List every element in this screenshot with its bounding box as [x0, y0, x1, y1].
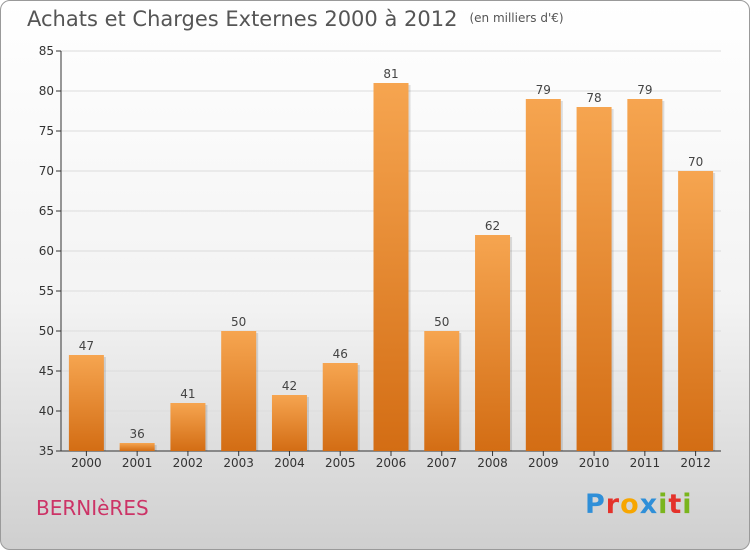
y-tick-label: 65 [39, 204, 54, 218]
x-tick-label: 2011 [630, 456, 661, 470]
y-tick-label: 55 [39, 284, 54, 298]
bar [475, 235, 511, 451]
proxiti-logo[interactable]: Proxiti [585, 489, 693, 520]
data-label: 79 [637, 83, 652, 97]
y-tick-label: 40 [39, 404, 54, 418]
data-label: 78 [586, 91, 601, 105]
bar [271, 395, 307, 451]
data-label: 46 [333, 347, 348, 361]
x-tick-label: 2002 [173, 456, 204, 470]
title-unit: (en milliers d'€) [469, 11, 564, 25]
logo-letter: i [682, 489, 693, 520]
logo-letter: t [668, 489, 683, 520]
data-label: 50 [231, 315, 246, 329]
x-tick-label: 2001 [122, 456, 153, 470]
x-tick-label: 2010 [579, 456, 610, 470]
y-tick-label: 75 [39, 124, 54, 138]
x-tick-label: 2006 [376, 456, 407, 470]
y-tick-label: 45 [39, 364, 54, 378]
bars [68, 83, 716, 451]
logo-letter: o [620, 489, 640, 520]
data-label: 41 [180, 387, 195, 401]
y-tick-label: 85 [39, 44, 54, 58]
bar [678, 171, 714, 451]
bar [373, 83, 409, 451]
chart-title: Achats et Charges Externes 2000 à 2012 (e… [27, 7, 564, 31]
town-name: BERNIèRES [36, 496, 149, 520]
logo-letter: i [658, 489, 669, 520]
bar [576, 107, 612, 451]
x-tick-label: 2003 [223, 456, 254, 470]
x-tick-label: 2009 [528, 456, 559, 470]
bar [170, 403, 206, 451]
data-label: 81 [383, 67, 398, 81]
bar [424, 331, 460, 451]
x-tick-label: 2008 [477, 456, 508, 470]
x-tick-label: 2004 [274, 456, 305, 470]
data-label: 62 [485, 219, 500, 233]
x-tick-label: 2000 [71, 456, 102, 470]
y-tick-label: 70 [39, 164, 54, 178]
data-label: 79 [536, 83, 551, 97]
y-tick-label: 50 [39, 324, 54, 338]
y-tick-label: 35 [39, 444, 54, 458]
bar [322, 363, 358, 451]
bar [119, 443, 155, 451]
bar [68, 355, 104, 451]
y-tick-label: 60 [39, 244, 54, 258]
bar [627, 99, 663, 451]
data-label: 36 [130, 427, 145, 441]
bar [221, 331, 257, 451]
data-label: 50 [434, 315, 449, 329]
title-text: Achats et Charges Externes 2000 à 2012 [27, 7, 458, 31]
data-label: 70 [688, 155, 703, 169]
logo-letter: P [585, 489, 606, 520]
data-label: 47 [79, 339, 94, 353]
logo-letter: x [639, 489, 659, 520]
data-label: 42 [282, 379, 297, 393]
logo-letter: r [605, 489, 621, 520]
bar [525, 99, 561, 451]
x-tick-label: 2005 [325, 456, 356, 470]
labels: 35 40 45 50 55 60 65 70 75 80 85 47 2000 36 2001 41 2002… [39, 44, 711, 470]
x-tick-label: 2007 [426, 456, 457, 470]
x-tick-label: 2012 [680, 456, 711, 470]
y-tick-label: 80 [39, 84, 54, 98]
